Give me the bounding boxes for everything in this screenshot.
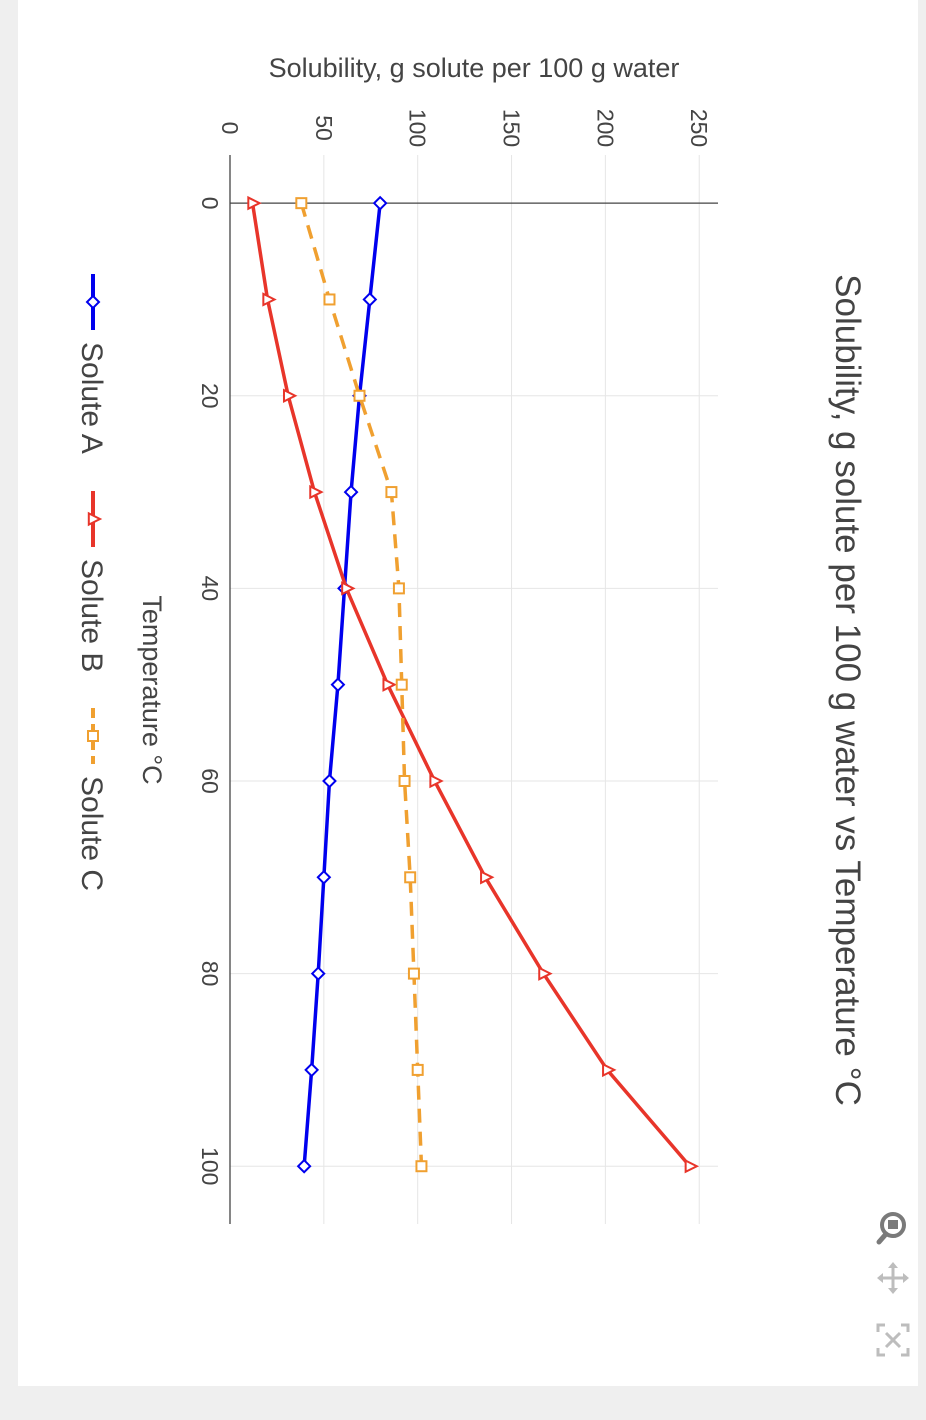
data-point	[538, 966, 553, 981]
y-axis-title: Solubility, g solute per 100 g water	[269, 53, 680, 83]
data-point	[684, 1159, 700, 1174]
data-point	[602, 1062, 617, 1078]
chart: 0 50 100 150 200 250 0 20 40 60 80 100 Solubility, …	[75, 53, 910, 1357]
data-point	[309, 484, 324, 500]
legend-item[interactable]: Solute B	[75, 491, 108, 672]
data-point	[353, 389, 366, 402]
pan-icon[interactable]	[877, 1262, 909, 1294]
data-point	[296, 1158, 312, 1174]
x-tick-label: 60	[197, 768, 223, 794]
legend-item[interactable]: Solute C	[75, 708, 108, 891]
data-point	[480, 870, 495, 885]
legend-label: Solute A	[75, 342, 108, 454]
grid	[230, 155, 718, 1224]
tick-labels: 0 50 100 150 200 250 0 20 40 60 80 100	[197, 109, 712, 1186]
modebar	[876, 1212, 910, 1357]
y-tick-label: 250	[686, 109, 712, 147]
axes	[229, 155, 718, 1224]
x-axis-title: Temperature °C	[137, 595, 167, 784]
data-point	[392, 582, 405, 595]
series-solute-c	[295, 197, 428, 1173]
data-point	[362, 292, 378, 307]
legend-label: Solute C	[75, 776, 108, 891]
series-solute-b	[247, 195, 700, 1174]
data-point	[395, 678, 408, 691]
data-point	[382, 677, 397, 692]
data-point	[429, 773, 444, 789]
x-tick-label: 80	[197, 961, 223, 987]
data-point	[398, 774, 411, 787]
legend: Solute A Solute B Solute C	[75, 274, 108, 891]
x-tick-label: 20	[197, 383, 223, 409]
y-tick-label: 0	[217, 122, 243, 135]
data-point	[341, 581, 356, 596]
chart-title: Solubility, g solute per 100 g water vs …	[828, 274, 867, 1106]
x-tick-label: 0	[197, 197, 223, 210]
legend-item[interactable]: Solute A	[75, 274, 108, 454]
data-point	[385, 486, 398, 499]
data-point	[411, 1063, 424, 1076]
data-point	[316, 869, 332, 885]
data-point	[407, 967, 420, 980]
legend-label: Solute B	[75, 559, 108, 672]
data-point	[295, 197, 308, 210]
data-point	[322, 773, 337, 789]
data-point	[415, 1160, 428, 1173]
x-tick-label: 100	[197, 1147, 223, 1185]
data-point	[304, 1062, 320, 1078]
legend-swatch-marker	[87, 511, 103, 527]
legend-swatch-marker	[87, 730, 99, 742]
series-layer	[247, 195, 700, 1174]
autoscale-icon[interactable]	[876, 1323, 910, 1357]
data-point	[404, 871, 417, 884]
data-point	[282, 388, 298, 403]
y-tick-label: 200	[592, 109, 618, 147]
data-point	[310, 966, 326, 982]
y-tick-label: 100	[405, 109, 431, 147]
legend-swatch-marker	[85, 294, 101, 310]
series-line	[250, 202, 692, 1168]
zoom-icon[interactable]	[876, 1212, 906, 1245]
data-point	[330, 677, 346, 693]
data-point	[372, 195, 388, 211]
y-tick-label: 150	[499, 109, 525, 147]
data-point	[262, 292, 277, 307]
data-point	[323, 293, 336, 306]
chart-card: 0 50 100 150 200 250 0 20 40 60 80 100 Solubility, …	[18, 0, 918, 1386]
data-point	[247, 195, 262, 211]
data-point	[343, 484, 359, 500]
x-tick-label: 40	[197, 576, 223, 602]
y-tick-label: 50	[311, 115, 337, 141]
